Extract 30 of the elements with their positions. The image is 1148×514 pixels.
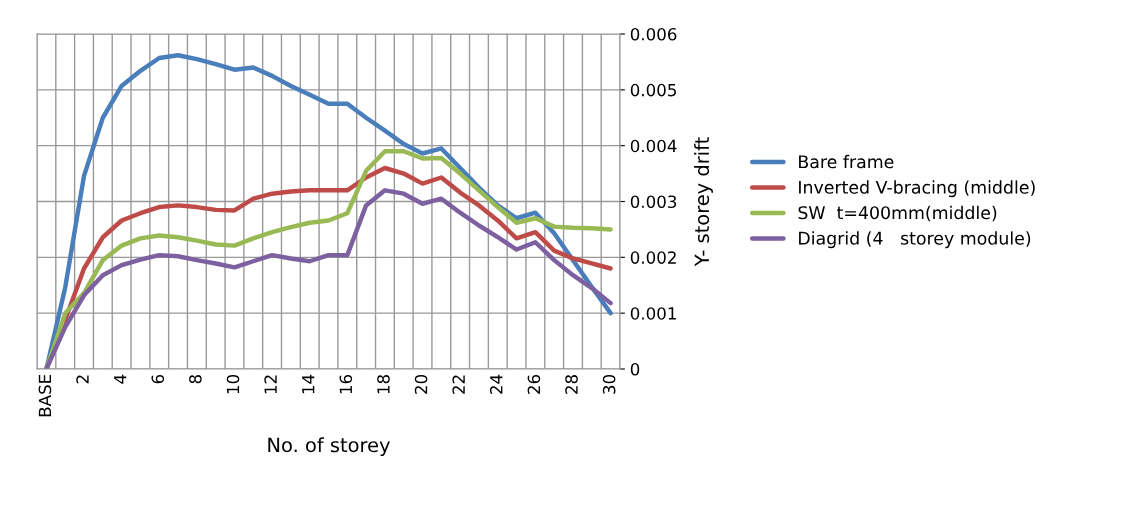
y-tick-label: 0.006 (630, 27, 677, 41)
legend-label: Bare frame (799, 154, 894, 169)
x-tick-label: 4 (114, 374, 127, 384)
x-tick-label: 16 (339, 374, 353, 394)
x-tick-label: 30 (602, 374, 616, 394)
y-tick-label: 0.005 (630, 83, 676, 97)
y-tick-label: 0.002 (630, 251, 676, 264)
x-tick-label: 24 (489, 374, 503, 394)
x-tick-label: 18 (377, 375, 390, 394)
line-series (44, 53, 613, 369)
legend-label: SW t=400mm(middle) (798, 205, 997, 222)
x-tick-label: 14 (302, 374, 315, 394)
legend-label: Inverted V-bracing (middle) (799, 180, 1035, 198)
x-tick-label: 6 (151, 374, 165, 384)
legend-label: Diagrid (4 storey module) (799, 231, 1031, 249)
x-tick-label: 2 (76, 375, 89, 384)
x-tick-label: BASE (38, 374, 52, 417)
y-tick-label: 0 (630, 362, 640, 376)
x-tick-label: 8 (189, 375, 202, 384)
y-axis-title: Y- storey drift (694, 137, 713, 267)
x-tick-label: 10 (226, 374, 240, 394)
y-tick-label: 0.001 (630, 307, 676, 320)
x-tick-label: 22 (452, 375, 465, 394)
y-tick-label: 0.004 (630, 139, 677, 153)
x-axis-title: No. of storey (268, 437, 390, 457)
x-tick-label: 20 (414, 374, 428, 394)
x-tick-label: 28 (565, 375, 578, 394)
x-tick-label: 26 (527, 374, 541, 394)
y-tick-label: 0.003 (630, 195, 677, 209)
x-tick-label: 12 (264, 375, 277, 394)
